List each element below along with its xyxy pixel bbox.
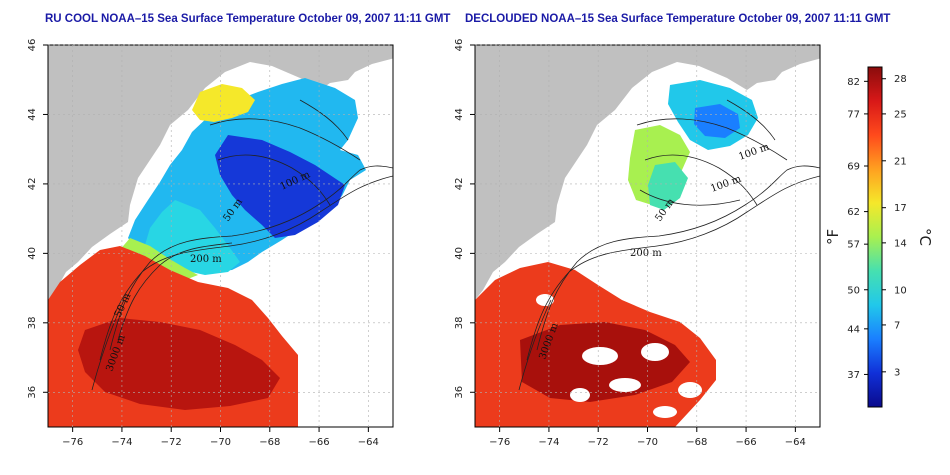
colorbar-c-tick-label: 3 (894, 367, 900, 378)
left-x-axis: −76 −74 −72 −70 −68 −66 −64 (62, 427, 379, 448)
left-cyan-shelf (145, 200, 240, 275)
x-tick-label: −66 (309, 437, 330, 448)
x-tick-label: −66 (736, 437, 757, 448)
right-cloud-gaps (536, 294, 702, 418)
x-tick-label: −68 (686, 437, 707, 448)
left-map-panel (48, 45, 393, 427)
colorbar-f-tick-label: 69 (847, 162, 860, 173)
x-tick-label: −70 (637, 437, 658, 448)
left-contour-label: 200 m (190, 254, 222, 265)
y-tick-label: 38 (27, 316, 38, 329)
colorbar-c-tick-label: 7 (894, 320, 900, 331)
x-tick-label: −74 (538, 437, 559, 448)
left-map-title: RU COOL NOAA–15 Sea Surface Temperature … (45, 13, 450, 25)
right-map-title: DECLOUDED NOAA–15 Sea Surface Temperatur… (465, 13, 890, 25)
y-tick-label: 36 (454, 386, 465, 399)
colorbar-gradient (867, 66, 883, 408)
left-y-axis: 46 44 42 40 38 36 (27, 39, 48, 399)
colorbar-f-tick-label: 62 (847, 207, 860, 218)
y-tick-label: 46 (27, 39, 38, 52)
colorbar: 82 77 69 62 57 50 44 37 28 25 21 17 14 10 7 3 °F °C (824, 66, 934, 408)
x-tick-label: −64 (785, 437, 806, 448)
fahrenheit-unit-label: °F (824, 229, 842, 245)
colorbar-c-tick-label: 14 (894, 238, 907, 249)
x-tick-label: −74 (111, 437, 132, 448)
colorbar-f-tick-label: 44 (847, 324, 860, 335)
y-tick-label: 44 (454, 108, 465, 121)
colorbar-c-tick-label: 10 (894, 285, 907, 296)
left-hot-core (78, 318, 280, 410)
y-tick-label: 38 (454, 316, 465, 329)
colorbar-f-tick-label: 77 (847, 109, 860, 120)
colorbar-f-tick-label: 50 (847, 285, 860, 296)
x-tick-label: −70 (210, 437, 231, 448)
right-x-axis: −76 −74 −72 −70 −68 −66 −64 (489, 427, 806, 448)
x-tick-label: −72 (588, 437, 609, 448)
y-tick-label: 40 (454, 247, 465, 260)
y-tick-label: 44 (27, 108, 38, 121)
colorbar-c-tick-label: 21 (894, 156, 907, 167)
right-land (475, 45, 820, 300)
left-cold-core (215, 135, 345, 238)
left-bathymetry-contours (91, 99, 393, 391)
left-grid (48, 44, 393, 427)
colorbar-f-tick-label: 57 (847, 240, 860, 251)
right-grid (475, 44, 820, 427)
x-tick-label: −76 (489, 437, 510, 448)
right-contour-label: 200 m (630, 248, 662, 259)
right-cold-core (694, 104, 740, 138)
y-tick-label: 40 (27, 247, 38, 260)
y-tick-label: 46 (454, 39, 465, 52)
celsius-unit-label: °C (916, 228, 934, 246)
colorbar-c-tick-label: 28 (894, 74, 907, 85)
right-cyan-band (648, 162, 688, 210)
colorbar-f-tick-label: 82 (847, 77, 860, 88)
x-tick-label: −76 (62, 437, 83, 448)
left-land (48, 45, 393, 300)
colorbar-f-tick-label: 37 (847, 370, 860, 381)
colorbar-fahrenheit-ticks: 82 77 69 62 57 50 44 37 (847, 77, 868, 381)
left-yellow-band (192, 84, 255, 122)
right-bathymetry-contours (518, 99, 820, 391)
y-tick-label: 42 (454, 178, 465, 191)
right-map-panel (475, 45, 820, 427)
colorbar-celsius-ticks: 28 25 21 17 14 10 7 3 (882, 74, 907, 378)
colorbar-c-tick-label: 25 (894, 109, 907, 120)
x-tick-label: −72 (161, 437, 182, 448)
y-tick-label: 36 (27, 386, 38, 399)
colorbar-c-tick-label: 17 (894, 203, 907, 214)
y-tick-label: 42 (27, 178, 38, 191)
right-y-axis: 46 44 42 40 38 36 (454, 39, 475, 399)
x-tick-label: −64 (358, 437, 379, 448)
x-tick-label: −68 (259, 437, 280, 448)
